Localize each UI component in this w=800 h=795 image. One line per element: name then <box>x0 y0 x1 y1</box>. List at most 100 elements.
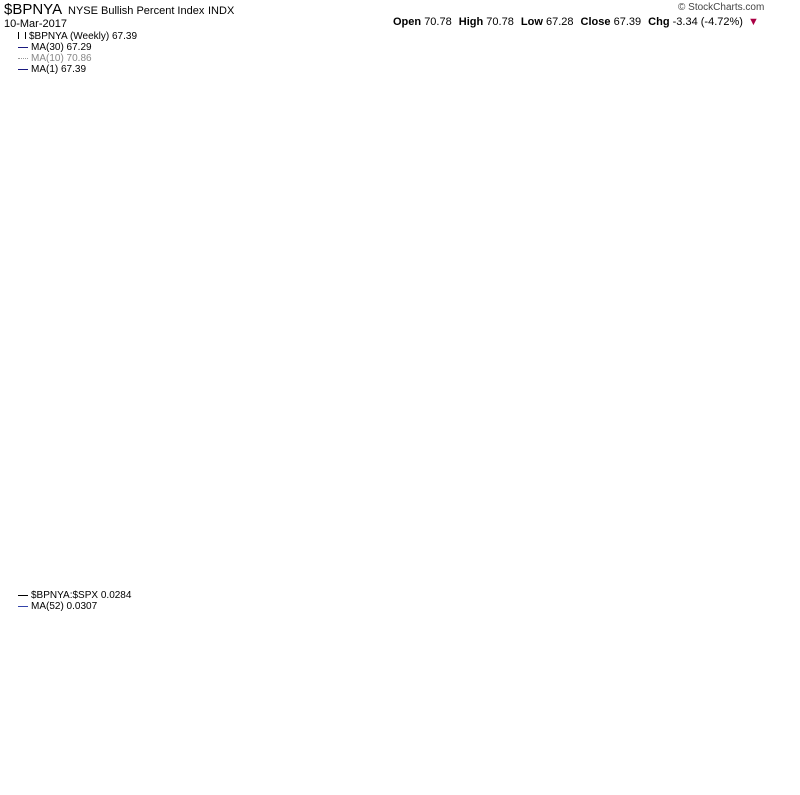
ma30-swatch-icon <box>18 46 28 48</box>
x-axis-2-label: J <box>540 779 545 790</box>
price-panel-frame <box>13 29 746 573</box>
chg-value: -3.34 (-4.72%) <box>672 16 743 28</box>
ratio-y-tick-label: 0.0175 <box>751 743 782 754</box>
ma10-line <box>21 68 738 461</box>
x-axis-2-label: N <box>365 779 372 790</box>
y-tick-label: 36 <box>753 425 765 436</box>
x-axis-2-label: S <box>62 779 69 790</box>
x-axis-1-label: F <box>691 575 697 586</box>
y-tick-label: 64 <box>753 138 765 149</box>
x-axis-2-label: J <box>518 779 523 790</box>
x-axis-1-label: D <box>127 575 134 586</box>
x-axis-1-label: M <box>191 575 199 586</box>
x-axis-1-label: S <box>322 575 329 586</box>
x-axis-2-label: M <box>494 779 502 790</box>
credit: © StockCharts.com <box>678 2 765 13</box>
y-tick-label: 42 <box>753 363 765 374</box>
x-axis-1-label: O <box>603 575 611 586</box>
x-axis-2-label: 16 <box>406 779 418 790</box>
y-tick-label: 52 <box>753 261 765 272</box>
low-label: Low <box>520 16 543 28</box>
ratio-y-tick-label: 0.0225 <box>751 701 782 712</box>
ratio-y-tick-label: 0.0200 <box>751 722 782 733</box>
x-axis-1-label: A <box>474 575 481 586</box>
x-axis-1-label: O <box>83 575 91 586</box>
legend-ratio-label: $BPNYA:$SPX 0.0284 <box>31 590 132 601</box>
x-axis-1-label: S <box>582 575 589 586</box>
y-tick-label: 74 <box>753 36 765 47</box>
open-label: Open <box>393 16 422 28</box>
x-axis-2-label: N <box>105 779 112 790</box>
legend-ma30-label: MA(30) 67.29 <box>31 42 92 53</box>
legend-ma10: MA(10) 70.86 <box>18 53 92 64</box>
x-axis-2-label: M <box>234 779 242 790</box>
x-axis-1-label: S <box>62 575 69 586</box>
y-tick-label: 24 <box>753 548 765 559</box>
x-axis-2-label: D <box>127 779 134 790</box>
legend-ratio-ma-label: MA(52) 0.0307 <box>31 601 98 612</box>
ma30-line <box>21 80 744 374</box>
x-axis-2-label: A <box>474 779 481 790</box>
legend-ma30: MA(30) 67.29 <box>18 42 92 53</box>
x-axis-1-label: M <box>711 575 719 586</box>
x-axis-2-label: D <box>647 779 654 790</box>
x-axis-2-label: N <box>625 779 632 790</box>
x-axis-2-label: O <box>343 779 351 790</box>
y-tick-label: 38 <box>753 404 765 415</box>
y-tick-label: 22 <box>753 568 765 579</box>
x-axis-1-label: O <box>343 575 351 586</box>
x-axis-1-label: M <box>451 575 459 586</box>
x-axis-strip-2 <box>13 775 746 793</box>
ma1-line <box>21 60 738 537</box>
x-axis-2-label: O <box>83 779 91 790</box>
low-value: 67.28 <box>545 16 574 28</box>
y-tick-label: 66 <box>753 118 765 129</box>
x-axis-2-label: A <box>214 779 221 790</box>
y-tick-label: 46 <box>753 323 765 334</box>
ratio-y-tick-label: 0.0250 <box>751 680 782 691</box>
x-axis-1-label: F <box>431 575 437 586</box>
legend-ratio-ma: MA(52) 0.0307 <box>18 601 97 612</box>
x-axis-2-label: A <box>734 779 741 790</box>
x-axis-2-label: J <box>258 779 263 790</box>
ratio-ma52-line <box>21 595 737 691</box>
ratio-y-tick-label: 0.0350 <box>751 597 782 608</box>
x-axis-1-label: 17 <box>666 575 678 586</box>
ratio-y-tick-label: 0.0275 <box>751 659 782 670</box>
y-tick-label: 30 <box>753 486 765 497</box>
y-tick-label: 32 <box>753 466 765 477</box>
legend-main-label: $BPNYA (Weekly) 67.39 <box>29 31 138 42</box>
x-axis-1-label: J <box>540 575 545 586</box>
x-axis-1-label: A <box>214 575 221 586</box>
x-axis-1-label: A <box>300 575 307 586</box>
x-axis-2-label: J <box>20 779 25 790</box>
x-axis-1-label: J <box>258 575 263 586</box>
x-axis-1-label: 15 <box>146 575 158 586</box>
y-tick-label: 68 <box>753 98 765 109</box>
y-tick-label: 56 <box>753 220 765 231</box>
x-axis-1-label: F <box>171 575 177 586</box>
ratio-line <box>21 604 738 778</box>
symbol: $BPNYA <box>4 1 63 18</box>
x-axis-1-label: N <box>625 575 632 586</box>
x-axis-2-label: M <box>711 779 719 790</box>
x-axis-1-label: D <box>387 575 394 586</box>
y-tick-label: 50 <box>753 282 765 293</box>
ratio-y-tick-label: 0.0325 <box>751 617 782 628</box>
y-tick-label: 72 <box>753 57 765 68</box>
legend-ma10-label: MA(10) 70.86 <box>31 53 92 64</box>
y-tick-label: 40 <box>753 384 765 395</box>
open-value: 70.78 <box>424 16 452 28</box>
chg-label: Chg <box>648 16 670 28</box>
x-axis-strip-1 <box>13 571 746 587</box>
x-axis-1-label: A <box>40 575 47 586</box>
ratio-ma-swatch-icon <box>18 605 28 607</box>
high-label: High <box>458 16 484 28</box>
legend-main: $BPNYA (Weekly) 67.39 <box>18 31 137 42</box>
x-axis-2-label: D <box>387 779 394 790</box>
x-axis-1-label: J <box>518 575 523 586</box>
x-axis-2-label: F <box>431 779 437 790</box>
close-value: 67.39 <box>613 16 642 28</box>
chart-date: 10-Mar-2017 <box>4 18 67 30</box>
